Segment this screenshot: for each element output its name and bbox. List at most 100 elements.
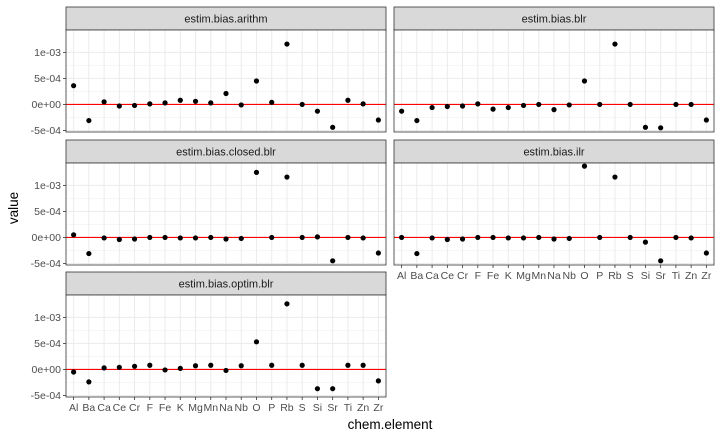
data-point-f (147, 101, 153, 107)
data-point-rb (612, 174, 618, 180)
data-point-ce (444, 103, 450, 110)
x-tick-label: O (580, 270, 588, 282)
data-point-zn (360, 101, 366, 107)
data-point-o (581, 78, 588, 84)
data-point-nb (566, 235, 572, 242)
x-tick-label: Ca (97, 402, 111, 414)
data-point-si (314, 234, 321, 240)
data-point-cr (459, 236, 466, 242)
x-tick-label: Nb (563, 270, 577, 282)
data-point-mg (192, 98, 199, 104)
x-tick-label: Fe (487, 270, 499, 282)
data-point-cr (131, 363, 138, 369)
x-tick-label: Si (641, 270, 650, 282)
data-point-k (177, 365, 183, 371)
x-tick-label: K (177, 402, 184, 414)
facet-panel: estim.bias.closed.blr -5e-04 0e+00 5e-04 1e-… (31, 139, 387, 270)
data-point-ti (345, 97, 351, 103)
data-point-ti (345, 234, 351, 241)
panels-layer: estim.bias.arithm-5e-040e+005e-041e-03es… (31, 6, 715, 414)
x-tick-label: Rb (280, 402, 294, 414)
data-point-rb (284, 174, 290, 180)
x-tick-label: Ce (441, 270, 455, 282)
data-point-cr (459, 103, 466, 109)
x-tick-label: O (252, 402, 260, 414)
data-point-sr (330, 386, 336, 392)
data-point-mn (208, 100, 214, 106)
x-tick-label: Cr (457, 270, 469, 282)
data-point-k (177, 97, 183, 103)
data-point-ti (345, 362, 351, 368)
facet-panel: estim.bias.arithm -5e-04 0e+00 5e-04 1e-03 (31, 6, 387, 137)
data-point-sr (658, 125, 664, 131)
data-point-nb (238, 363, 244, 369)
y-tick-label: 0e+00 (32, 99, 62, 111)
data-point-mn (208, 362, 214, 368)
data-point-zr (375, 117, 381, 123)
y-tick-label: -5e-04 (31, 390, 62, 402)
data-point-k (505, 235, 511, 241)
x-tick-label: F (475, 270, 481, 282)
x-tick-label: Zr (373, 402, 383, 414)
data-point-mg (192, 235, 199, 241)
data-point-ba (86, 117, 92, 124)
data-point-zn (360, 362, 366, 368)
data-point-nb (566, 102, 572, 108)
data-point-sr (658, 258, 664, 264)
x-tick-label: F (147, 402, 153, 414)
data-point-ba (86, 250, 92, 257)
data-point-na (551, 107, 557, 113)
x-tick-label: Ti (344, 402, 352, 414)
x-axis-title: chem.element (348, 417, 433, 432)
data-point-p (269, 99, 275, 105)
x-tick-label: Cr (129, 402, 141, 414)
data-point-al (71, 83, 77, 89)
data-point-zr (703, 250, 709, 256)
x-tick-label: Ce (113, 402, 127, 414)
data-point-ca (101, 235, 107, 241)
x-tick-label: Na (547, 270, 561, 282)
x-tick-label: P (268, 402, 275, 414)
data-point-rb (284, 301, 290, 307)
data-point-ce (116, 236, 122, 243)
x-tick-label: Al (397, 270, 406, 282)
data-point-ba (86, 379, 92, 385)
data-point-ti (673, 234, 679, 241)
x-tick-label: S (627, 270, 634, 282)
panel-border (393, 29, 715, 133)
data-point-nb (238, 102, 244, 108)
data-point-cr (131, 102, 138, 109)
data-point-s (627, 101, 633, 108)
data-point-k (505, 104, 511, 111)
data-point-o (581, 163, 588, 169)
data-point-k (177, 235, 183, 241)
y-tick-label: 0e+00 (32, 364, 62, 376)
data-point-mn (208, 234, 214, 241)
data-point-na (223, 236, 229, 242)
data-point-si (314, 386, 321, 392)
y-axis-title: value (6, 192, 21, 224)
data-point-ca (101, 365, 107, 371)
data-point-ba (414, 250, 420, 257)
data-point-s (299, 362, 305, 368)
data-point-rb (612, 41, 618, 47)
panel-border (65, 29, 387, 133)
data-point-nb (238, 235, 244, 242)
data-point-al (71, 369, 77, 375)
x-tick-label: Zr (701, 270, 711, 282)
x-tick-label: Fe (159, 402, 171, 414)
data-point-ce (444, 236, 450, 243)
data-point-mg (520, 235, 527, 241)
x-tick-label: S (299, 402, 306, 414)
x-tick-label: K (505, 270, 512, 282)
x-tick-label: Ba (82, 402, 95, 414)
facet-strip-label: estim.bias.ilr (523, 147, 584, 159)
x-tick-label: Ca (425, 270, 439, 282)
x-tick-label: Al (69, 402, 78, 414)
data-point-f (475, 101, 481, 107)
data-point-fe (162, 100, 168, 106)
x-tick-label: Ti (672, 270, 680, 282)
data-point-o (253, 339, 260, 345)
data-point-p (597, 234, 603, 241)
x-tick-label: Mg (188, 402, 203, 414)
